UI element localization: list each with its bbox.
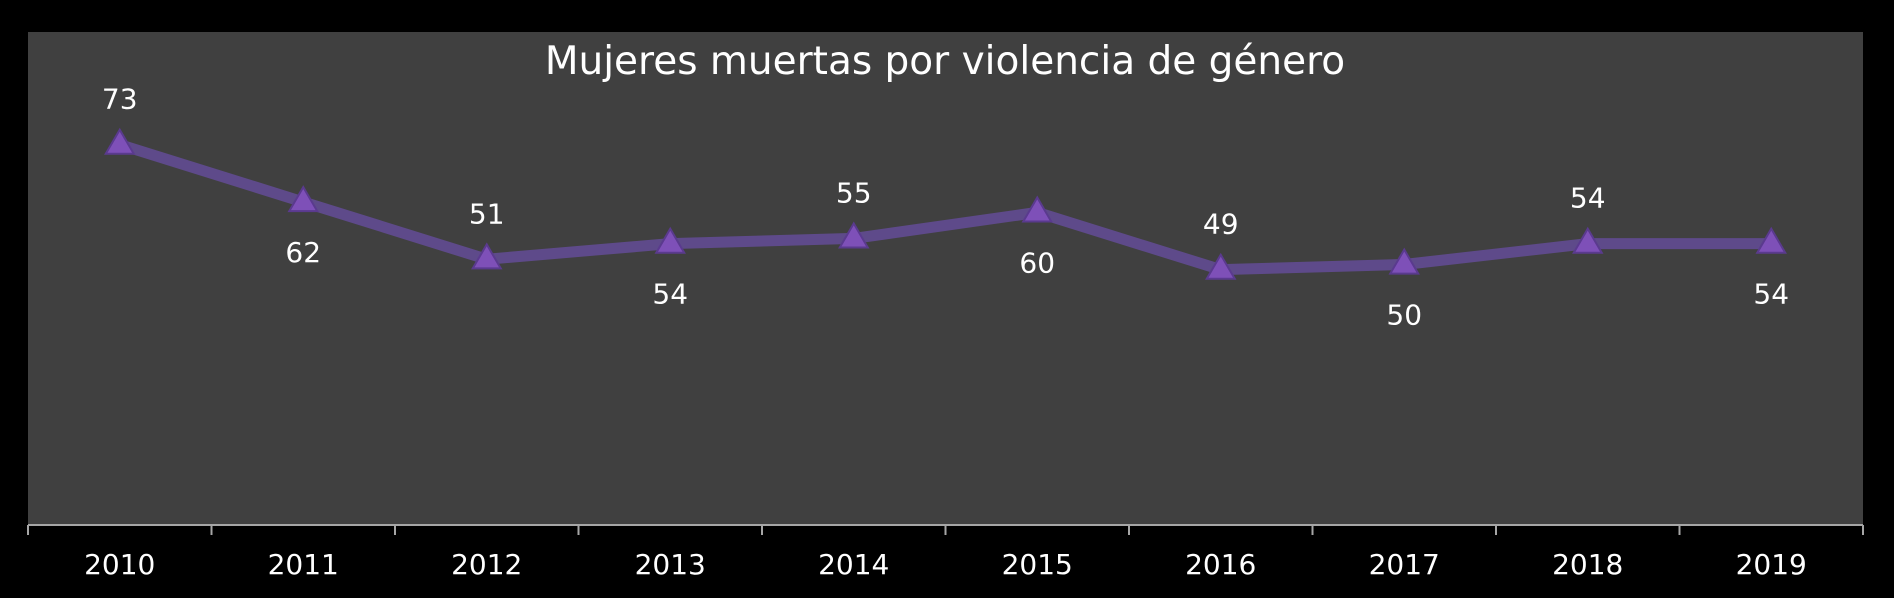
- data-point-marker: [654, 226, 686, 254]
- data-point-marker: [1388, 247, 1420, 275]
- plot-background: [28, 32, 1863, 525]
- x-tick-label: 2011: [268, 548, 339, 581]
- data-label: 62: [285, 236, 321, 269]
- data-point-marker: [838, 221, 870, 249]
- data-labels: 73 62 51 54 55 60 49 50 54 54: [102, 83, 1789, 332]
- data-point-marker: [104, 127, 136, 155]
- x-tick-label: 2017: [1369, 548, 1440, 581]
- x-tick-label: 2014: [818, 548, 889, 581]
- x-tick-label: 2018: [1552, 548, 1623, 581]
- data-point-marker: [287, 185, 319, 213]
- chart-title: Mujeres muertas por violencia de género: [545, 39, 1345, 84]
- x-tick-label: 2010: [84, 548, 155, 581]
- x-tick-label: 2012: [451, 548, 522, 581]
- x-tick-label: 2019: [1736, 548, 1807, 581]
- data-label: 55: [836, 176, 872, 209]
- data-label: 54: [1570, 182, 1606, 215]
- x-tick-label: 2013: [635, 548, 706, 581]
- x-tick-label: 2016: [1185, 548, 1256, 581]
- data-point-marker: [1021, 195, 1053, 223]
- data-label: 73: [102, 83, 138, 116]
- data-label: 60: [1019, 246, 1055, 279]
- data-label: 51: [469, 197, 505, 230]
- series-line: [114, 139, 1777, 276]
- x-axis: 2010 2011 2012 2013 2014 2015 2016 2017 2018 2019: [27, 524, 1864, 581]
- data-point-marker: [1572, 226, 1604, 254]
- data-label: 49: [1203, 208, 1239, 241]
- x-tick-label: 2015: [1002, 548, 1073, 581]
- data-label: 50: [1386, 298, 1422, 331]
- data-series: [104, 127, 1787, 280]
- data-point-marker: [1205, 252, 1237, 280]
- data-label: 54: [652, 278, 688, 311]
- data-point-marker: [1755, 226, 1787, 254]
- data-label: 54: [1753, 278, 1789, 311]
- data-point-marker: [471, 242, 503, 270]
